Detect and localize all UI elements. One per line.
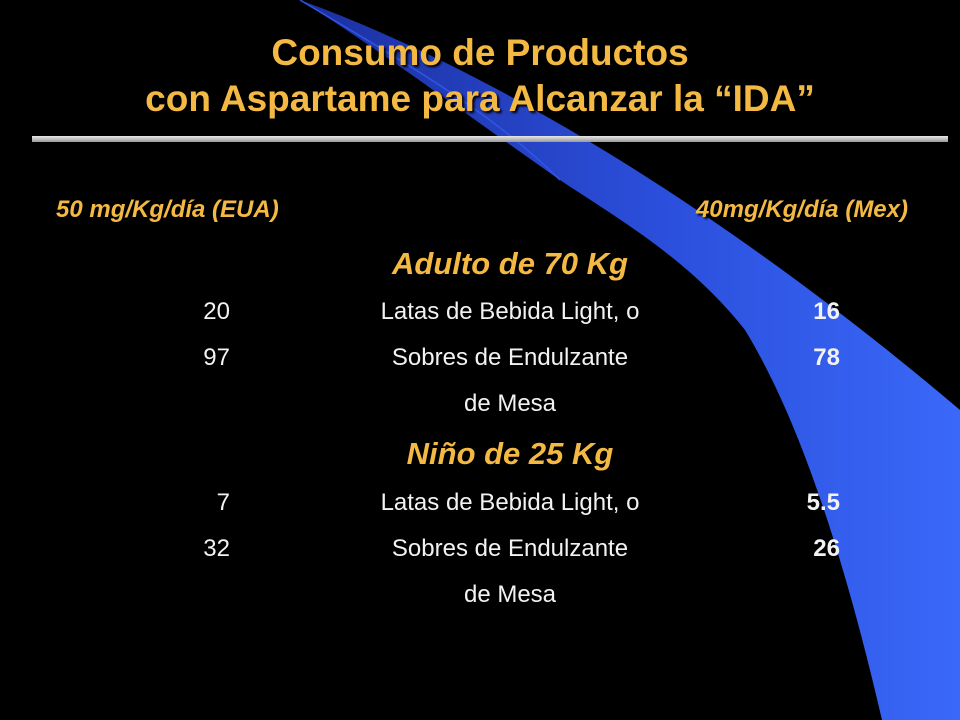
blue-swoosh-shape [300, 0, 960, 720]
product-description: de Mesa [463, 581, 557, 608]
value-eua: 20 [203, 298, 230, 325]
table-row: de Mesa [0, 575, 960, 615]
header-eua: 50 mg/Kg/día (EUA) [56, 196, 279, 223]
slide-title-line-1: Consumo de Productos [271, 32, 689, 73]
blue-swoosh-line [299, 0, 561, 181]
title-divider [32, 136, 948, 142]
value-mex: 5.5 [806, 489, 840, 516]
table-row: 97 Sobres de Endulzante 78 [0, 338, 960, 378]
table-row: 32 Sobres de Endulzante 26 [0, 529, 960, 569]
group-title-child: Niño de 25 Kg [406, 436, 614, 471]
slide-title-line-2: con Aspartame para Alcanzar la “IDA” [145, 78, 815, 119]
value-eua: 97 [203, 344, 230, 371]
group-title-adult: Adulto de 70 Kg [392, 246, 628, 281]
slide-title: Consumo de Productos con Aspartame para … [0, 30, 960, 122]
value-eua: 7 [216, 489, 230, 516]
product-description: de Mesa [463, 390, 557, 417]
product-description: Sobres de Endulzante [391, 535, 629, 562]
product-description: Sobres de Endulzante [391, 344, 629, 371]
table-row: de Mesa [0, 384, 960, 424]
table-row: 20 Latas de Bebida Light, o 16 [0, 292, 960, 332]
value-mex: 16 [813, 298, 840, 325]
product-description: Latas de Bebida Light, o [380, 298, 640, 325]
product-description: Latas de Bebida Light, o [380, 489, 640, 516]
header-mex: 40mg/Kg/día (Mex) [695, 196, 908, 223]
table-row: 7 Latas de Bebida Light, o 5.5 [0, 483, 960, 523]
value-eua: 32 [203, 535, 230, 562]
value-mex: 78 [813, 344, 840, 371]
value-mex: 26 [813, 535, 840, 562]
